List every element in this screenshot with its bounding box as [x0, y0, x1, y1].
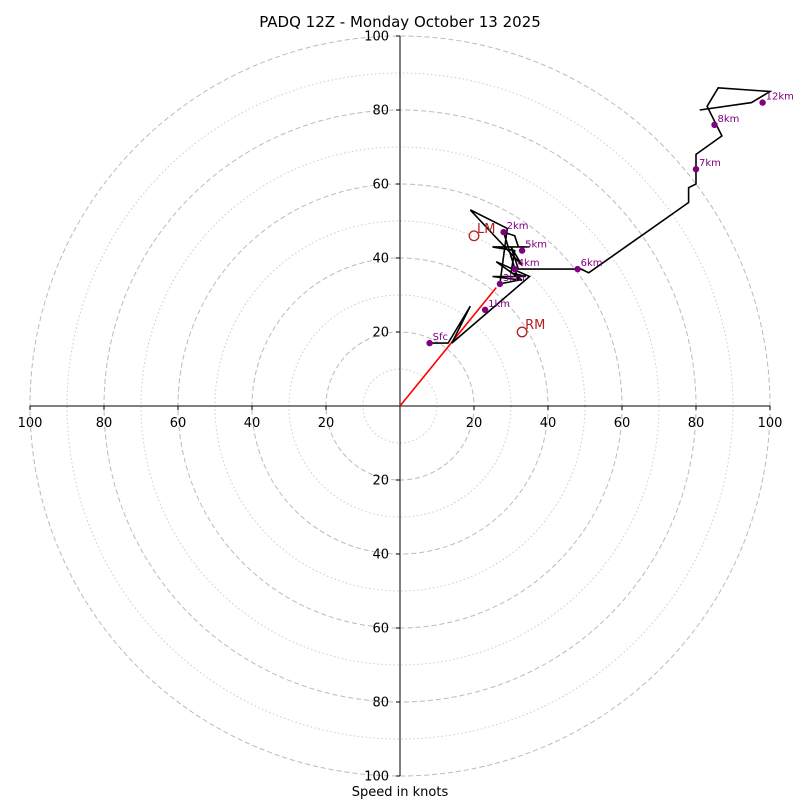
y-tick-label: 80 — [372, 104, 389, 119]
height-marker-12km — [759, 99, 766, 106]
x-tick-label: 80 — [688, 416, 705, 431]
height-label-sfc: Sfc — [433, 332, 448, 343]
storm-motion-lm — [468, 230, 480, 242]
x-tick-label: 100 — [758, 416, 783, 431]
chart-title: PADQ 12Z - Monday October 13 2025 — [259, 13, 541, 31]
mean-wind-vector — [399, 287, 497, 407]
hodograph-line — [429, 86, 773, 344]
storm-motion-label-lm: LM — [477, 222, 495, 237]
storm-motion-markers: LM RM — [468, 222, 545, 338]
height-label-12km: 12km — [766, 92, 794, 103]
y-tick-label: 40 — [372, 548, 389, 563]
height-marker-7km — [692, 166, 700, 173]
y-tick-label: 40 — [372, 252, 389, 267]
y-tick-label: 100 — [364, 30, 389, 45]
height-marker-6km — [574, 265, 581, 273]
height-marker-5km — [518, 247, 526, 254]
y-tick-label: 20 — [372, 326, 389, 341]
y-tick-label: 60 — [372, 178, 389, 193]
storm-motion-rm — [516, 326, 528, 338]
x-tick-label: 100 — [18, 416, 43, 431]
x-tick-label: 40 — [540, 416, 557, 431]
x-tick-label: 40 — [244, 416, 261, 431]
height-marker-1km — [481, 306, 489, 313]
storm-motion-label-rm: RM — [525, 318, 545, 333]
x-tick-label: 60 — [614, 416, 631, 431]
mean-wind-line — [399, 287, 497, 407]
height-label-3km: 3km — [503, 273, 525, 284]
x-tick-label: 80 — [96, 416, 113, 431]
y-tick-labels: 100 80 60 40 20 20 40 60 80 100 — [364, 30, 400, 785]
height-label-7km: 7km — [699, 158, 721, 169]
height-label-1km: 1km — [488, 299, 510, 310]
height-marker-8km — [711, 121, 718, 128]
height-label-8km: 8km — [718, 114, 740, 125]
height-label-5km: 5km — [525, 240, 547, 251]
y-tick-label: 20 — [372, 474, 389, 489]
height-label-2km: 2km — [507, 221, 529, 232]
height-marker-2km — [500, 228, 507, 236]
x-tick-label: 60 — [170, 416, 187, 431]
x-axis-label: Speed in knots — [352, 785, 449, 800]
height-marker-3km — [496, 280, 504, 288]
height-marker-sfc — [426, 339, 433, 347]
height-markers: Sfc 1km 3km 4km 5km 2km 6km 7km 8km 12km — [426, 92, 794, 347]
y-tick-label: 80 — [372, 696, 389, 711]
height-marker-4km — [511, 265, 518, 273]
hodograph-trace — [429, 86, 773, 344]
x-tick-label: 20 — [318, 416, 335, 431]
y-tick-label: 100 — [364, 770, 389, 785]
height-label-6km: 6km — [581, 258, 603, 269]
y-tick-label: 60 — [372, 622, 389, 637]
height-label-4km: 4km — [518, 258, 540, 269]
x-tick-labels: 100 80 60 40 20 20 40 60 80 100 — [18, 406, 783, 431]
x-tick-label: 20 — [466, 416, 483, 431]
